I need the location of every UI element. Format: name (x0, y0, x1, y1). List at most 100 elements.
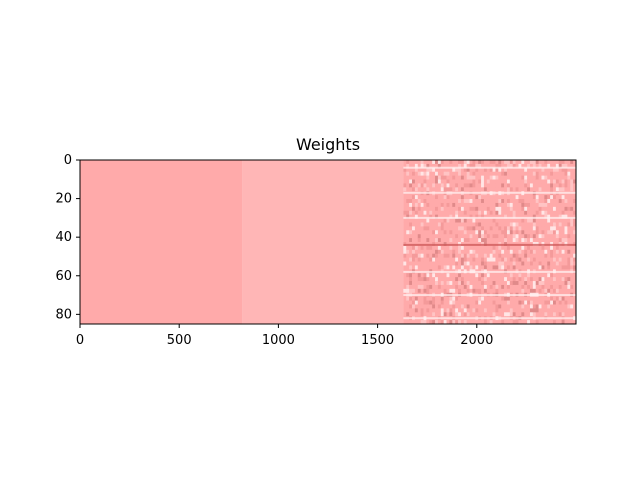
heatmap-cell (538, 230, 542, 235)
heatmap-cell (437, 257, 442, 262)
heatmap-cell (501, 308, 505, 313)
heatmap-cell (506, 222, 511, 227)
heatmap-cell (544, 253, 548, 258)
heatmap-cell (432, 277, 436, 282)
heatmap-cell (509, 245, 514, 251)
heatmap-cell (486, 206, 490, 212)
heatmap-cell (504, 230, 508, 235)
heatmap-cell (561, 245, 565, 251)
heatmap-cell (489, 230, 493, 235)
heatmap-cell (527, 163, 531, 169)
heatmap-cell (469, 214, 473, 219)
heatmap-region (242, 160, 404, 324)
heatmap-cell (481, 277, 485, 282)
heatmap-cell (567, 281, 571, 286)
heatmap-cell (529, 160, 534, 165)
heatmap-cell (550, 257, 554, 262)
heatmap-cell (570, 304, 574, 309)
heatmap-cell (558, 167, 562, 173)
heatmap-cell (406, 175, 410, 180)
heatmap-cell (460, 230, 465, 235)
heatmap-cell (463, 253, 467, 258)
heatmap-cell (460, 257, 465, 262)
heatmap-cell (460, 300, 465, 305)
heatmap-cell (406, 281, 410, 286)
heatmap-cell (481, 281, 485, 286)
heatmap-cell (544, 288, 548, 294)
heatmap-cell (529, 277, 534, 282)
heatmap-cell (492, 218, 496, 223)
heatmap-cell (463, 230, 467, 235)
heatmap-cell (558, 296, 562, 301)
heatmap-cell (573, 199, 577, 204)
heatmap-cell (550, 226, 554, 231)
heatmap-cell (527, 296, 531, 301)
heatmap-cell (504, 218, 508, 223)
heatmap-cell (403, 281, 407, 286)
heatmap-cell (409, 218, 413, 223)
heatmap-cell (443, 261, 447, 266)
heatmap-cell (541, 273, 545, 278)
heatmap-cell (570, 202, 574, 208)
heatmap-cell (504, 206, 508, 212)
heatmap-cell (458, 167, 462, 173)
heatmap-cell (495, 175, 499, 180)
heatmap-cell (414, 167, 419, 173)
heatmap-cell (446, 284, 450, 290)
heatmap-cell (417, 222, 421, 227)
heatmap-cell (414, 163, 419, 169)
heatmap-cell (455, 163, 459, 169)
heatmap-cell (550, 308, 554, 313)
heatmap-cell (452, 261, 456, 266)
heatmap-cell (406, 320, 410, 325)
heatmap-cell (432, 312, 436, 317)
heatmap-cell (486, 284, 490, 290)
heatmap-cell (420, 265, 424, 270)
heatmap-cell (443, 187, 447, 192)
heatmap-cell (498, 167, 502, 173)
heatmap-cell (535, 226, 539, 231)
heatmap-cell (486, 226, 490, 231)
heatmap-cell (527, 281, 531, 286)
heatmap-cell (512, 206, 516, 212)
heatmap-cell (455, 167, 459, 173)
heatmap-cell (564, 277, 568, 282)
heatmap-cell (443, 234, 447, 239)
y-tick-label: 20 (55, 192, 72, 207)
heatmap-cell (426, 312, 430, 317)
heatmap-cells (80, 160, 577, 325)
heatmap-cell (501, 273, 505, 278)
heatmap-cell (515, 284, 519, 290)
heatmap-cell (518, 210, 522, 215)
heatmap-cell (426, 218, 430, 223)
heatmap-cell (426, 253, 430, 258)
heatmap-cell (460, 187, 465, 192)
heatmap-cell (483, 300, 488, 305)
heatmap-cell (455, 171, 459, 176)
heatmap-cell (409, 257, 413, 262)
heatmap-cell (486, 257, 490, 262)
heatmap-cell (466, 160, 470, 165)
heatmap-cell (504, 179, 508, 184)
heatmap-cell (432, 261, 436, 266)
heatmap-cell (432, 238, 436, 243)
heatmap-cell (558, 163, 562, 169)
heatmap-cell (449, 312, 453, 317)
heatmap-cell (501, 245, 505, 251)
heatmap-cell (492, 160, 496, 165)
heatmap-cell (538, 187, 542, 192)
heatmap-cell (492, 214, 496, 219)
heatmap-cell (423, 277, 427, 282)
heatmap-cell (532, 218, 537, 223)
heatmap-cell (518, 160, 522, 165)
heatmap-cell (426, 199, 430, 204)
heatmap-cell (570, 195, 574, 200)
heatmap-cell (515, 273, 519, 278)
heatmap-cell (561, 257, 565, 262)
heatmap-cell (550, 210, 554, 215)
heatmap-cell (455, 183, 459, 188)
heatmap-cell (506, 175, 511, 180)
heatmap-cell (414, 261, 419, 266)
heatmap-cell (403, 195, 407, 200)
heatmap-cell (555, 183, 560, 188)
